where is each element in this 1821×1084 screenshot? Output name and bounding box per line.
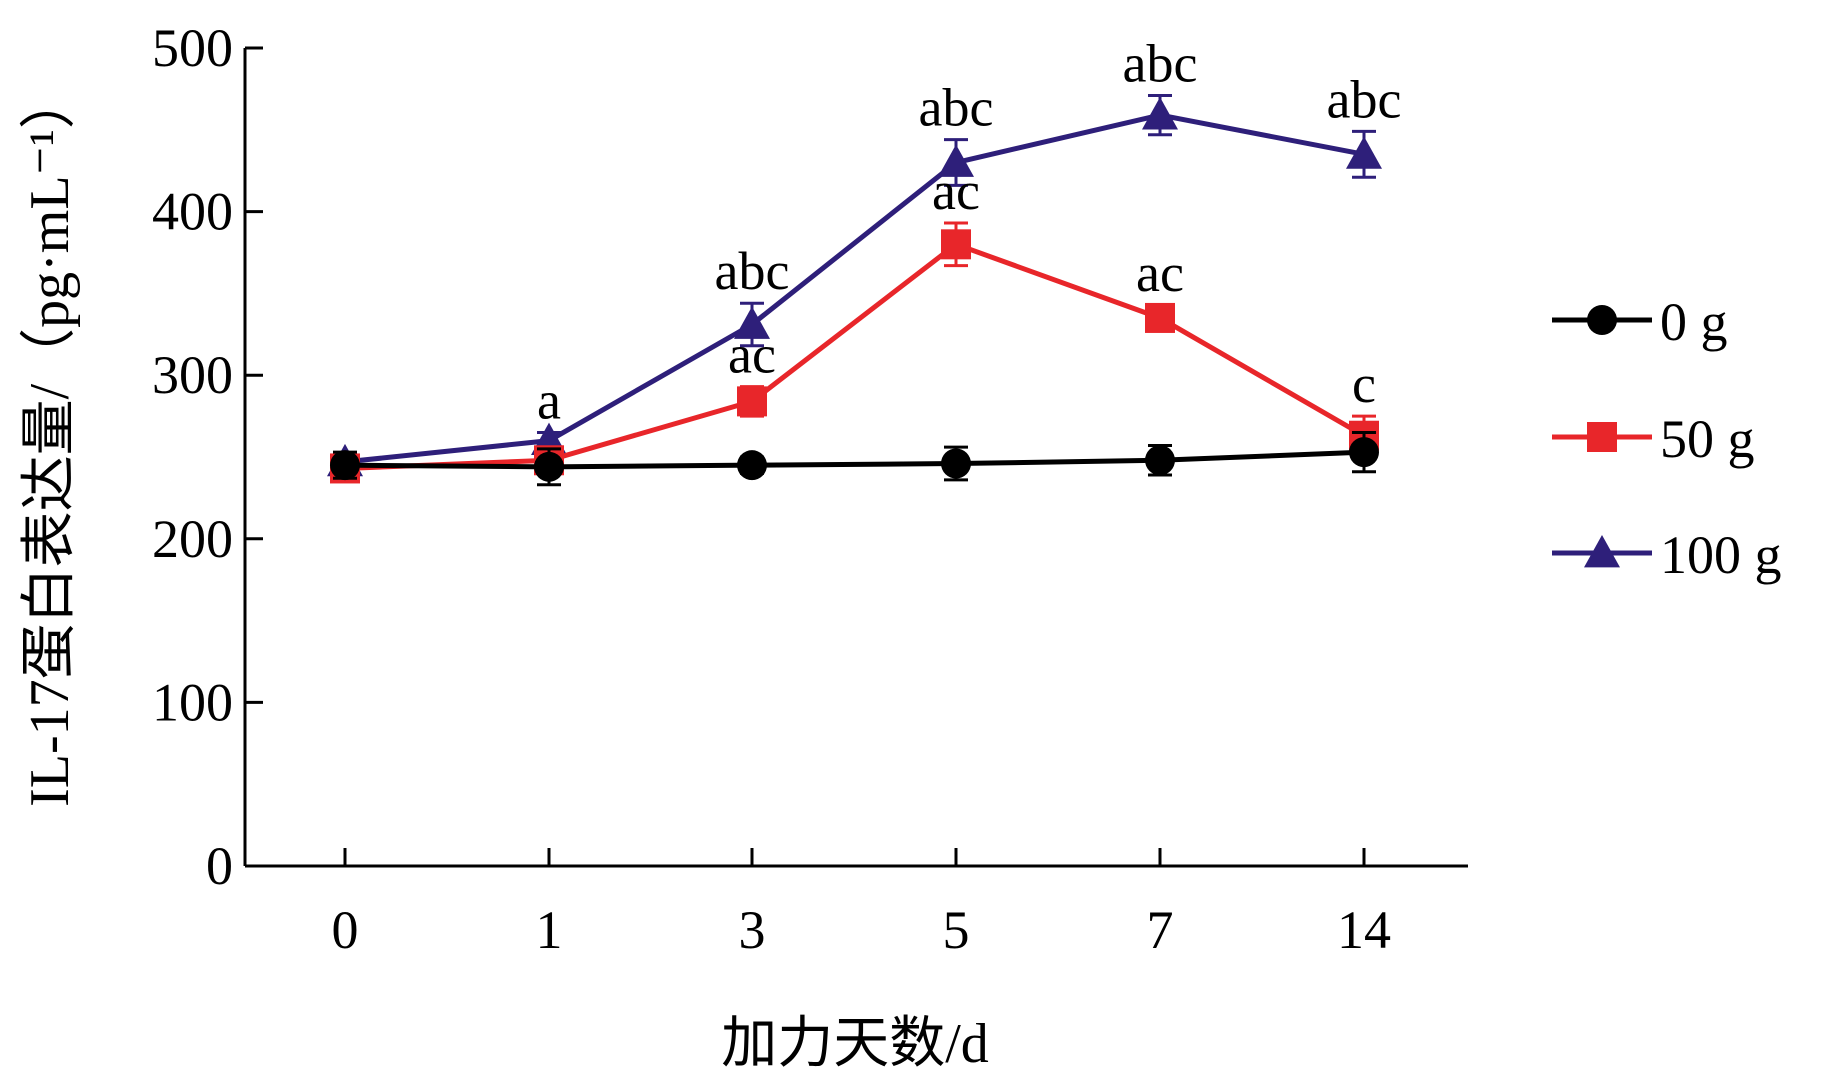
data-point: [1145, 445, 1175, 476]
data-point: [1142, 97, 1178, 130]
significance-label: ac: [1136, 243, 1184, 303]
data-point: [734, 306, 770, 339]
data-point: [941, 229, 971, 260]
data-point: [737, 386, 767, 417]
x-tick-label: 7: [1147, 900, 1174, 960]
series-layer: [327, 93, 1382, 487]
x-axis-title: 加力天数/d: [721, 1013, 989, 1075]
x-tick-label: 3: [739, 900, 766, 960]
significance-label: abc: [1327, 69, 1402, 129]
series-1: [330, 221, 1379, 484]
series-line: [344, 112, 1365, 465]
significance-label: c: [1352, 354, 1376, 414]
y-tick-label: 200: [152, 509, 233, 569]
x-tick-label: 5: [943, 900, 970, 960]
y-tick-label: 500: [152, 18, 233, 78]
data-point: [1346, 136, 1382, 169]
data-point: [1349, 437, 1379, 468]
significance-label: ac: [932, 161, 980, 221]
data-point: [330, 450, 360, 481]
legend-label: 0 g: [1660, 292, 1728, 352]
significance-label: a: [537, 370, 561, 430]
significance-label: ac: [728, 325, 776, 385]
data-point: [737, 450, 767, 481]
data-point: [1145, 302, 1175, 333]
y-axis-title: IL-17蛋白表达量/（pg·mL⁻¹）: [19, 73, 81, 807]
labels-layer: a abc abc abc abc ac ac ac c: [537, 33, 1401, 430]
significance-label: abc: [715, 241, 790, 301]
x-tick-label: 14: [1337, 900, 1391, 960]
legend-label: 50 g: [1660, 409, 1755, 469]
series-line: [344, 449, 1365, 470]
y-tick-label: 300: [152, 345, 233, 405]
legend: 0 g 50 g 100 g: [1552, 292, 1782, 585]
legend-label: 100 g: [1660, 525, 1782, 585]
x-tick-label: 0: [332, 900, 359, 960]
series-line: [344, 241, 1366, 471]
data-point: [938, 144, 974, 177]
y-tick-label: 100: [152, 672, 233, 732]
legend-marker: [1587, 422, 1617, 452]
series-0: [330, 430, 1379, 487]
axes-layer: 0 100 200 300 400 500 0 1 3 5 7 14: [152, 18, 1468, 960]
y-tick-label: 0: [206, 836, 233, 896]
series-2: [327, 93, 1382, 477]
legend-marker: [1587, 305, 1617, 335]
legend-item-2: 100 g: [1552, 525, 1782, 585]
x-tick-label: 1: [536, 900, 563, 960]
significance-label: abc: [919, 78, 994, 138]
data-point: [534, 451, 564, 482]
legend-item-1: 50 g: [1552, 409, 1755, 469]
significance-label: abc: [1123, 33, 1198, 93]
data-point: [941, 448, 971, 479]
y-tick-label: 400: [152, 182, 233, 242]
legend-marker: [1584, 535, 1620, 568]
legend-item-0: 0 g: [1552, 292, 1728, 352]
